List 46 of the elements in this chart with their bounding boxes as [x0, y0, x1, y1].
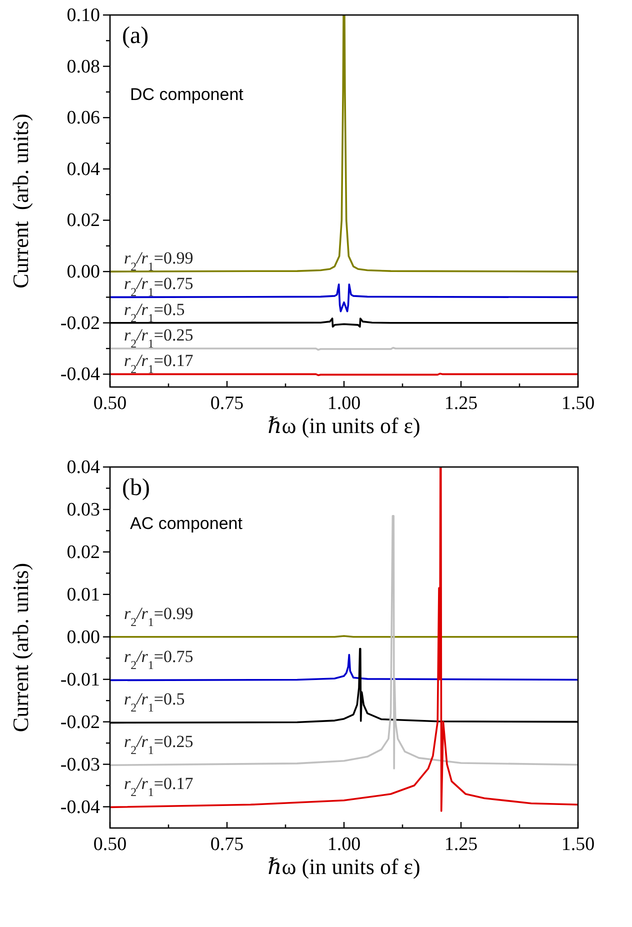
x-axis-title: ℏω (in units of ε): [268, 413, 420, 438]
x-tick-label: 0.75: [210, 393, 244, 414]
y-tick-label: 0.00: [66, 262, 100, 283]
y-tick-label: 0.02: [66, 542, 100, 563]
series-label: r$_{2}$/r$_{1}$=0.99: [124, 604, 194, 629]
y-axis-title: Current (arb. units): [8, 114, 33, 288]
x-tick-label: 1.00: [327, 393, 361, 414]
y-tick-label: -0.02: [60, 712, 100, 733]
series-label: r$_{2}$/r$_{1}$=0.17: [124, 351, 194, 376]
x-axis-title: ℏω (in units of ε): [268, 854, 420, 879]
y-tick-label: -0.04: [60, 364, 100, 386]
y-tick-label: 0.03: [66, 499, 100, 520]
y-axis-title: Current (arb. units): [8, 562, 33, 732]
line-series: [110, 15, 578, 272]
y-tick-label: -0.04: [60, 796, 100, 818]
series-label: r$_{2}$/r$_{1}$=0.99: [124, 248, 194, 274]
y-tick-label: 0.00: [66, 626, 100, 648]
series-label: r$_{2}$/r$_{1}$=0.25: [124, 732, 194, 758]
y-tick-label: 0.01: [66, 584, 100, 606]
x-tick-label: 1.50: [561, 834, 595, 855]
y-tick-label: 0.06: [66, 108, 100, 129]
x-tick-label: 1.00: [327, 834, 361, 855]
series-label: r$_{2}$/r$_{1}$=0.5: [124, 690, 185, 715]
series-label: r$_{2}$/r$_{1}$=0.75: [124, 274, 194, 300]
x-tick-label: 1.25: [444, 834, 478, 855]
series-label: r$_{2}$/r$_{1}$=0.17: [124, 774, 194, 800]
y-tick-label: -0.01: [60, 669, 100, 690]
y-tick-label: -0.03: [60, 754, 100, 776]
series-label: r$_{2}$/r$_{1}$=0.25: [124, 326, 194, 351]
annotation: DC component: [130, 85, 244, 104]
x-tick-label: 1.25: [444, 393, 478, 414]
chart-title: (b): [122, 475, 150, 501]
x-tick-label: 0.75: [210, 834, 244, 855]
chart-title: (a): [122, 23, 149, 49]
y-tick-label: 0.04: [66, 158, 100, 180]
y-tick-label: -0.02: [60, 312, 100, 334]
y-tick-label: 0.10: [66, 5, 100, 26]
x-tick-label: 1.50: [561, 393, 595, 414]
series-label: r$_{2}$/r$_{1}$=0.5: [124, 300, 185, 325]
series-label: r$_{2}$/r$_{1}$=0.75: [124, 647, 194, 672]
y-tick-label: 0.02: [66, 210, 100, 232]
x-tick-label: 0.50: [93, 393, 127, 414]
x-tick-label: 0.50: [93, 834, 127, 855]
y-tick-label: 0.04: [66, 457, 100, 478]
annotation: AC component: [130, 514, 243, 533]
y-tick-label: 0.08: [66, 56, 100, 78]
